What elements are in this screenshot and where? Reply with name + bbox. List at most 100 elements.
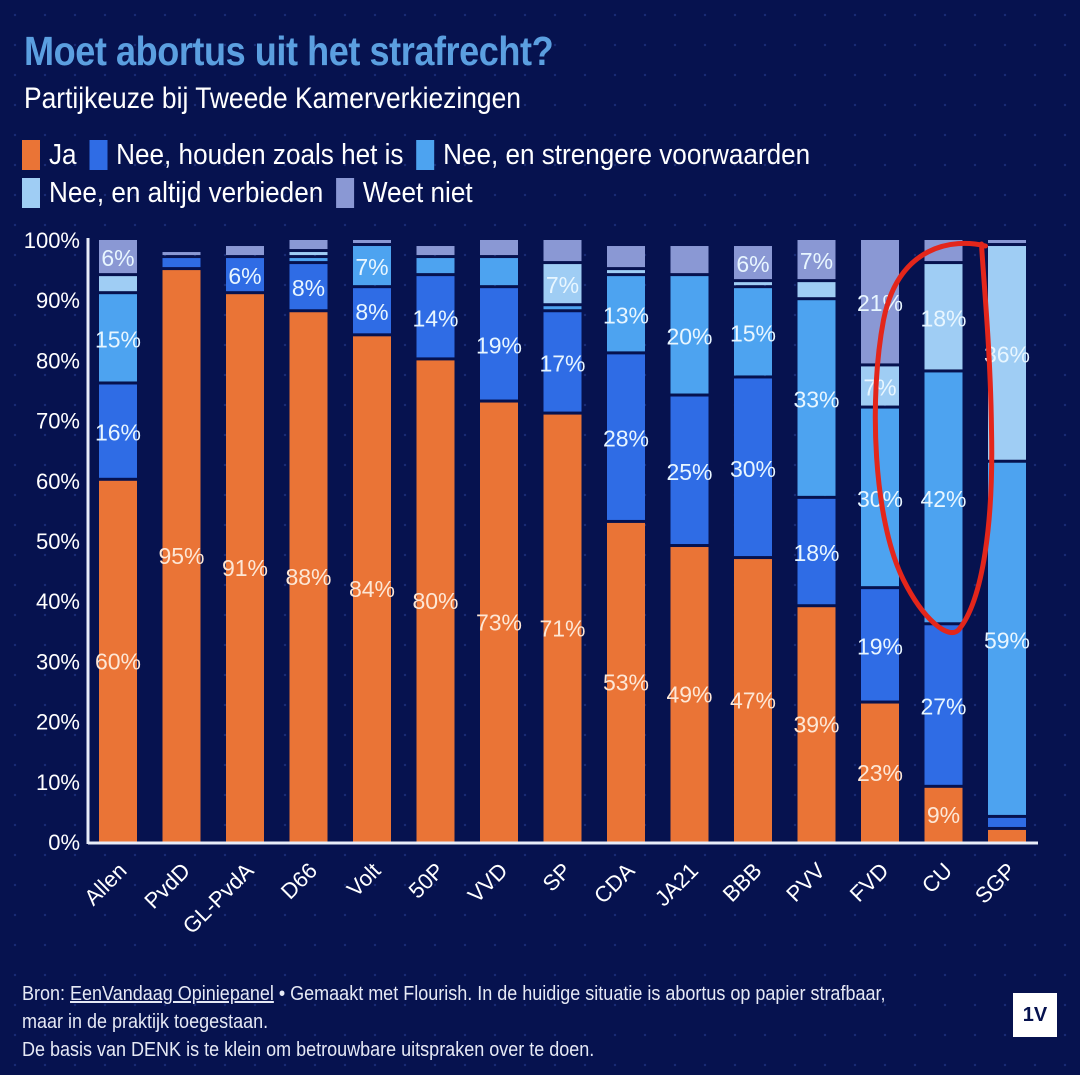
legend: Ja Nee, houden zoals het is Nee, en stre… (22, 136, 922, 212)
bar-segment (734, 282, 772, 286)
legend-label: Weet niet (362, 176, 473, 209)
source-link[interactable]: EenVandaag Opiniepanel (70, 983, 274, 1005)
bar-segment (543, 264, 582, 304)
chart-title: Moet abortus uit het strafrecht? (24, 28, 554, 74)
bar-segment (734, 378, 772, 557)
data-label: 14% (412, 305, 458, 331)
bar-segment (797, 240, 836, 280)
legend-item-nee-strenger[interactable]: Nee, en strengere voorwaarden (416, 139, 810, 172)
legend-item-weet-niet[interactable]: Weet niet (335, 176, 473, 210)
bar-segment (797, 300, 836, 496)
data-label: 84% (349, 576, 395, 602)
data-label: 71% (539, 615, 585, 641)
y-tick-label: 10% (36, 770, 80, 795)
bar-segment (99, 384, 137, 478)
data-label: 18% (920, 305, 966, 331)
bar-segment (924, 372, 963, 623)
chart-subtitle: Partijkeuze bij Tweede Kamerverkiezingen (24, 82, 521, 115)
bar-segment (988, 462, 1026, 815)
source-prefix: Bron: (22, 983, 71, 1005)
bar-segment (924, 625, 963, 785)
bar-segment (924, 264, 963, 370)
y-tick-label: 40% (36, 589, 80, 614)
legend-swatch (335, 178, 354, 208)
x-tick-label: Volt (342, 858, 386, 902)
data-label: 8% (292, 275, 325, 301)
bar-segment (670, 276, 709, 394)
bar-segment (607, 270, 645, 274)
bar-segment (734, 288, 772, 376)
x-tick-label: FVD (845, 858, 894, 907)
bar-segment (607, 246, 645, 268)
bar-segment (416, 360, 455, 842)
x-tick-label: JA21 (650, 858, 703, 911)
bar-segment (988, 240, 1026, 244)
legend-item-nee-houden[interactable]: Nee, houden zoals het is (89, 139, 403, 172)
bar-segment (226, 258, 264, 292)
bar-segment (416, 258, 455, 274)
bar-segment (988, 829, 1026, 842)
data-label: 25% (666, 459, 712, 485)
bar-segment (162, 252, 201, 256)
data-label: 20% (666, 323, 712, 349)
bar-segment (162, 258, 201, 268)
data-label: 7% (800, 248, 833, 274)
data-label: 47% (730, 688, 776, 714)
data-label: 59% (984, 627, 1030, 653)
y-tick-label: 30% (36, 649, 80, 674)
data-label: 7% (546, 272, 579, 298)
legend-label: Nee, en altijd verbieden (49, 176, 324, 209)
y-tick-label: 100% (24, 228, 80, 253)
data-label: 95% (158, 543, 204, 569)
bar-segment (289, 252, 328, 256)
footer-text: • Gemaakt met Flourish. In de huidige si… (22, 983, 886, 1033)
bar-segment (861, 366, 899, 406)
bar-segment (289, 258, 328, 262)
data-label: 18% (793, 540, 839, 566)
data-label: 21% (857, 290, 903, 316)
bar-segment (670, 246, 709, 274)
bar-segment (734, 246, 772, 280)
bar-segment (480, 288, 518, 400)
data-label: 23% (857, 760, 903, 786)
data-label: 33% (793, 387, 839, 413)
legend-label: Nee, en strengere voorwaarden (443, 138, 811, 171)
bar-segment (543, 312, 582, 412)
y-tick-label: 20% (36, 710, 80, 735)
bar-segment (797, 607, 836, 842)
eenvandaag-logo: 1V (1013, 993, 1057, 1037)
legend-swatch (416, 140, 435, 170)
bar-segment (416, 276, 455, 358)
y-tick-label: 70% (36, 409, 80, 434)
x-tick-label: CU (917, 858, 957, 898)
x-tick-label: VVD (463, 858, 513, 908)
data-label: 80% (412, 588, 458, 614)
bar-segment (924, 787, 963, 842)
data-label: 7% (863, 374, 896, 400)
data-label: 7% (355, 254, 388, 280)
footer-denk-note: De basis van DENK is te klein om betrouw… (22, 1039, 595, 1061)
data-label: 6% (736, 251, 769, 277)
x-tick-label: Allen (79, 858, 131, 910)
y-tick-label: 50% (36, 529, 80, 554)
legend-swatch (89, 140, 108, 170)
data-label: 60% (95, 648, 141, 674)
legend-label: Nee, houden zoals het is (116, 138, 404, 171)
legend-swatch (22, 178, 40, 208)
y-tick-label: 60% (36, 469, 80, 494)
bar-segment (797, 498, 836, 605)
data-label: 88% (285, 564, 331, 590)
bar-segment (480, 240, 518, 256)
y-tick-label: 0% (48, 830, 80, 855)
bar-segment (607, 276, 645, 352)
bar-segment (353, 336, 391, 842)
bar-segment (861, 703, 899, 842)
legend-item-nee-verbieden[interactable]: Nee, en altijd verbieden (22, 177, 323, 210)
annotation-circle (872, 241, 995, 635)
data-label: 17% (539, 350, 585, 376)
bar-segment (861, 589, 899, 701)
bar-segment (543, 414, 582, 842)
bar-segment (607, 354, 645, 520)
legend-item-ja[interactable]: Ja (22, 139, 77, 172)
data-label: 6% (228, 263, 261, 289)
